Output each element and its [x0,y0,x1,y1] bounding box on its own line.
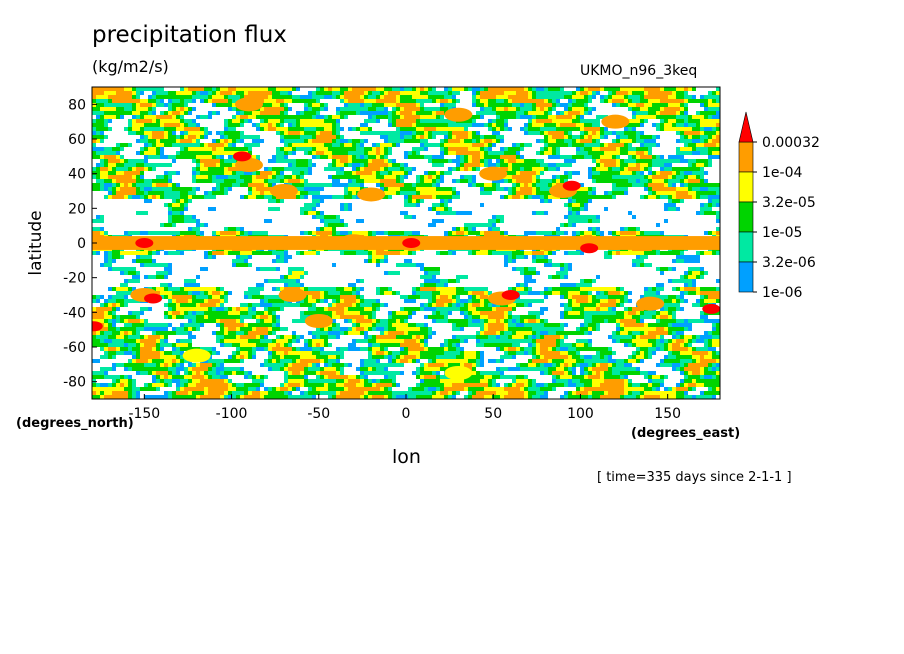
precip-feature [601,114,630,129]
precip-feature [601,236,630,250]
colorbar-label: 3.2e-06 [762,255,816,271]
precip-feature [702,303,720,314]
precip-feature [357,187,386,202]
chart-title: precipitation flux [92,22,287,48]
colorbar-swatch [738,141,754,173]
x-tick-label: -150 [128,406,160,422]
y-tick-label: -80 [63,375,86,391]
precip-feature [269,184,298,198]
colorbar-swatch [738,171,754,203]
colorbar-label: 1e-05 [762,225,802,241]
y-tick-label: 60 [68,132,86,148]
precip-feature [92,321,103,332]
x-tick-label: 150 [654,406,681,422]
x-units-label: (degrees_east) [631,426,741,441]
x-tick-label: 0 [402,406,411,422]
colorbar-swatch [738,231,754,263]
precip-feature [562,180,581,191]
x-tick-label: -100 [216,406,248,422]
model-label: UKMO_n96_3keq [580,63,698,79]
precip-feature [165,236,194,250]
colorbar-swatch [738,201,754,233]
y-units-label: (degrees_north) [16,416,134,431]
y-tick-label: 80 [68,97,86,113]
precip-field [92,87,720,399]
precip-feature [278,288,307,302]
precip-feature [636,296,665,311]
y-tick-label: -40 [63,305,86,321]
precip-feature [501,290,520,300]
colorbar-label: 1e-04 [762,165,802,181]
precip-feature [182,348,211,363]
y-tick-label: 0 [77,236,86,252]
colorbar-label: 3.2e-05 [762,195,816,211]
colorbar-label: 0.00032 [762,135,820,151]
y-tick-label: -20 [63,271,86,287]
time-label: [ time=335 days since 2-1-1 ] [597,470,792,485]
y-tick-label: -60 [63,340,86,356]
precip-feature [233,151,252,162]
x-tick-label: 100 [567,406,594,422]
precip-feature [479,166,508,181]
y-tick-label: 20 [68,201,86,217]
precip-feature [580,243,599,254]
precip-feature [402,238,421,248]
x-tick-label: 50 [484,406,502,422]
colorbar-extend-triangle [738,111,754,143]
precip-feature [444,366,473,380]
precip-feature [135,238,154,248]
precip-feature [235,158,263,172]
precip-feature [339,234,368,249]
precip-feature [235,97,263,112]
colorbar-swatch [738,261,754,293]
colorbar-label: 1e-06 [762,285,802,301]
y-tick-label: 40 [68,167,86,183]
chart-units: (kg/m2/s) [92,57,169,76]
precip-feature [444,107,473,122]
colorbar: 0.00032 1e-04 3.2e-05 1e-05 3.2e-06 1e-06 [738,111,820,301]
x-axis-ticks: -150 -100 -50 0 50 100 150 [128,394,681,422]
precip-feature [144,293,163,304]
x-tick-label: -50 [307,406,330,422]
precip-feature [304,314,333,328]
x-axis-label: lon [392,446,421,468]
y-axis-ticks: 80 60 40 20 0 -20 -40 -60 -80 [63,97,97,391]
